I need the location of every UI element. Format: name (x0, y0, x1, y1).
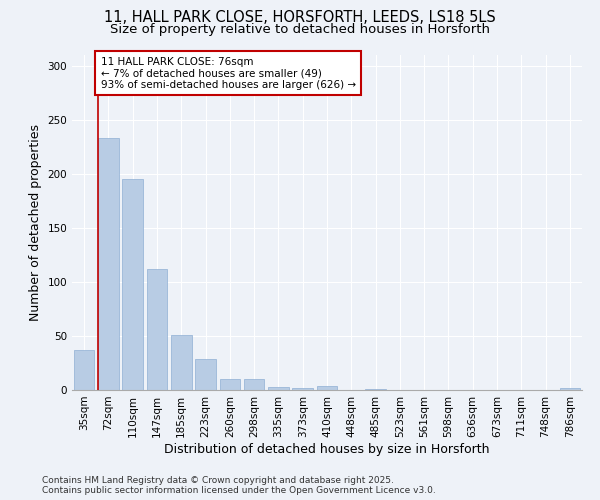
Bar (560, 388, 580, 390)
Bar (122, 180, 143, 390)
Bar (244, 379, 265, 390)
Text: 11, HALL PARK CLOSE, HORSFORTH, LEEDS, LS18 5LS: 11, HALL PARK CLOSE, HORSFORTH, LEEDS, L… (104, 10, 496, 25)
Bar (171, 335, 191, 390)
Text: 11 HALL PARK CLOSE: 76sqm
← 7% of detached houses are smaller (49)
93% of semi-d: 11 HALL PARK CLOSE: 76sqm ← 7% of detach… (101, 56, 356, 90)
Bar (98, 138, 119, 390)
X-axis label: Distribution of detached houses by size in Horsforth: Distribution of detached houses by size … (164, 442, 490, 456)
Bar (292, 388, 313, 390)
Y-axis label: Number of detached properties: Number of detached properties (29, 124, 42, 321)
Bar (74, 350, 94, 390)
Text: Contains HM Land Registry data © Crown copyright and database right 2025.
Contai: Contains HM Land Registry data © Crown c… (42, 476, 436, 495)
Bar (220, 379, 240, 390)
Bar (365, 389, 386, 390)
Bar (317, 386, 337, 390)
Bar (195, 358, 216, 390)
Bar (146, 269, 167, 390)
Bar (268, 387, 289, 390)
Text: Size of property relative to detached houses in Horsforth: Size of property relative to detached ho… (110, 22, 490, 36)
